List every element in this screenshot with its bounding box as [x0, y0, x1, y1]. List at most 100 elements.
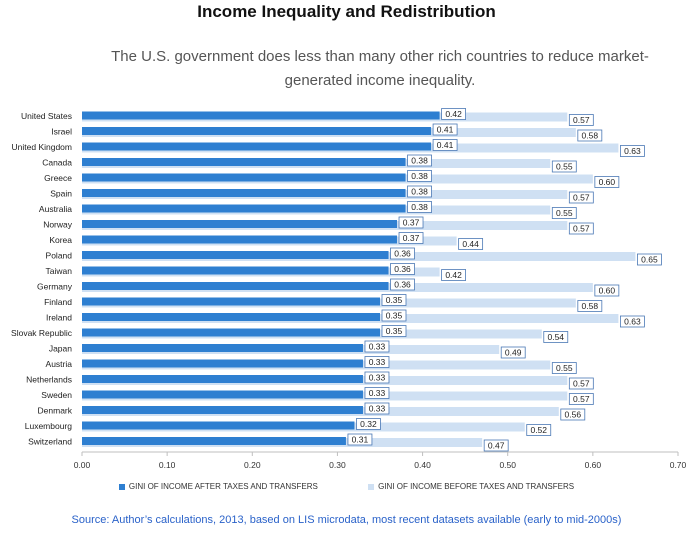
data-label-before-israel: 0.58 [582, 131, 599, 141]
data-label-before-korea: 0.44 [462, 239, 479, 249]
data-label-after-taiwan-box [390, 263, 415, 275]
data-label-after-slovak-republic-box [381, 325, 407, 337]
bar-after-united-kingdom [82, 142, 432, 151]
category-label-poland: Poland [46, 251, 73, 261]
data-label-before-netherlands-box [568, 377, 594, 390]
data-label-after-switzerland-box [347, 433, 373, 446]
data-label-after-israel: 0.41 [437, 125, 454, 135]
data-label-after-sweden: 0.33 [369, 388, 386, 398]
chart-subtitle: The U.S. government does less than many … [111, 48, 649, 89]
data-label-before-united-states-box [568, 114, 594, 126]
data-label-after-sweden-box [364, 387, 390, 399]
category-labels: United States Israel United Kingdom Canada G… [11, 111, 73, 447]
data-label-before-ireland: 0.63 [624, 317, 641, 327]
data-label-before-slovak-republic: 0.54 [547, 332, 564, 342]
x-tick-label-6: 0.60 [585, 460, 602, 470]
x-tick-label-0: 0.00 [74, 460, 91, 470]
data-label-before-poland: 0.65 [641, 255, 658, 265]
data-label-after-netherlands: 0.33 [369, 373, 386, 383]
data-label-after-finland: 0.35 [386, 295, 403, 305]
data-label-before-austria: 0.55 [556, 363, 573, 373]
data-label-before-austria-box [551, 362, 577, 374]
data-label-after-finland-box [381, 294, 407, 306]
data-label-after-austria: 0.33 [369, 357, 386, 367]
data-label-after-poland-box [390, 247, 415, 260]
bar-after-germany [82, 282, 389, 290]
data-label-before-israel-box [577, 129, 603, 142]
x-tick-label-5: 0.50 [499, 460, 516, 470]
data-label-after-denmark-box [364, 402, 390, 415]
data-label-before-canada-box [551, 160, 577, 173]
data-label-after-luxembourg: 0.32 [360, 419, 377, 429]
data-label-before-australia: 0.55 [556, 208, 573, 218]
data-label-before-finland: 0.58 [582, 301, 599, 311]
x-tick-label-1: 0.10 [159, 460, 176, 470]
data-label-before-germany-box [594, 284, 620, 297]
category-label-australia: Australia [39, 204, 72, 214]
data-label-before-spain-box [568, 191, 594, 204]
legend: GINI OF INCOME AFTER TAXES AND TRANSFERS… [0, 482, 693, 491]
data-label-before-japan-box [500, 346, 526, 359]
data-label-after-netherlands-box [364, 371, 390, 384]
data-label-before-poland-box [637, 253, 662, 266]
data-label-after-poland: 0.36 [394, 249, 411, 259]
category-label-denmark: Denmark [38, 406, 73, 416]
legend-item-before: GINI OF INCOME BEFORE TAXES AND TRANSFER… [368, 482, 574, 491]
data-label-after-denmark: 0.33 [369, 404, 386, 414]
legend-label-after: GINI OF INCOME AFTER TAXES AND TRANSFERS [128, 482, 318, 491]
data-label-before-denmark-box [560, 408, 586, 421]
data-label-after-spain: 0.38 [411, 187, 428, 197]
category-label-slovak-republic: Slovak Republic [11, 328, 73, 338]
data-label-before-norway: 0.57 [573, 224, 590, 234]
series-after-labels: 0.42 0.41 0.41 0.38 0.38 0.38 0.38 0.37 0.37 0.36… [347, 108, 467, 446]
category-label-greece: Greece [44, 173, 72, 183]
data-label-after-greece: 0.38 [411, 171, 428, 181]
data-label-after-germany: 0.36 [394, 280, 411, 290]
data-label-after-united-states-box [441, 108, 467, 120]
data-label-after-australia: 0.38 [411, 202, 428, 212]
legend-swatch-before [368, 483, 375, 490]
bar-after-sweden [82, 390, 363, 399]
data-label-before-switzerland: 0.47 [488, 441, 505, 451]
data-label-before-canada: 0.55 [556, 162, 573, 172]
legend-item-after: GINI OF INCOME AFTER TAXES AND TRANSFERS [118, 482, 318, 491]
bar-after-finland [82, 297, 380, 306]
category-label-taiwan: Taiwan [46, 266, 73, 276]
data-label-before-germany: 0.60 [599, 286, 616, 296]
x-tick-label-2: 0.20 [244, 460, 261, 470]
data-label-before-luxembourg-box [526, 424, 552, 436]
data-label-after-luxembourg-box [356, 418, 381, 430]
bar-chart: United States Israel United Kingdom Canada G… [11, 108, 687, 470]
bar-after-israel [82, 127, 432, 135]
category-label-finland: Finland [44, 297, 72, 307]
data-label-after-greece-box [407, 170, 432, 182]
data-label-before-finland-box [577, 300, 603, 312]
series-before-labels: 0.570.580.630.550.600.570.550.570.440.65… [441, 114, 662, 452]
bar-after-united-states [82, 111, 440, 120]
category-label-israel: Israel [51, 127, 72, 137]
bar-after-norway [82, 220, 398, 228]
data-label-after-ireland: 0.35 [386, 311, 403, 321]
data-label-after-austria-box [364, 356, 390, 368]
bar-after-spain [82, 189, 406, 197]
data-label-before-norway-box [568, 222, 594, 235]
category-label-sweden: Sweden [41, 390, 72, 400]
x-axis-ticks: 0.00 0.10 0.20 0.30 0.40 0.50 0.60 0.70 [74, 452, 687, 470]
legend-label-before: GINI OF INCOME BEFORE TAXES AND TRANSFER… [378, 482, 575, 491]
x-tick-label-3: 0.30 [329, 460, 346, 470]
data-label-before-greece: 0.60 [599, 177, 616, 187]
data-label-before-sweden-box [568, 393, 594, 405]
data-label-after-switzerland: 0.31 [352, 435, 369, 445]
bar-after-taiwan [82, 266, 389, 275]
data-label-after-united-kingdom: 0.41 [437, 140, 454, 150]
data-label-before-united-states: 0.57 [573, 115, 590, 125]
category-label-united-states: United States [21, 111, 72, 121]
data-label-before-spain: 0.57 [573, 193, 590, 203]
data-label-before-united-kingdom: 0.63 [624, 146, 641, 156]
chart-title: Income Inequality and Redistribution [197, 2, 496, 21]
data-label-after-canada: 0.38 [411, 156, 428, 166]
data-label-after-united-kingdom-box [432, 139, 458, 151]
bar-after-denmark [82, 406, 363, 414]
data-label-before-denmark: 0.56 [565, 410, 582, 420]
bar-after-canada [82, 158, 406, 166]
